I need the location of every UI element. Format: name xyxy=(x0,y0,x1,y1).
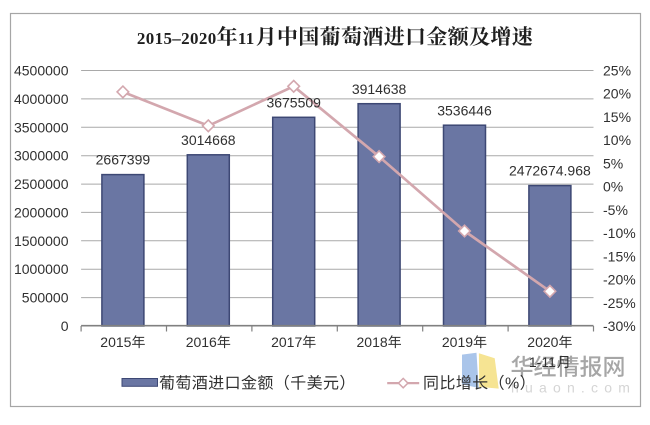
svg-text:3914638: 3914638 xyxy=(352,81,407,97)
svg-text:-25%: -25% xyxy=(603,295,636,311)
svg-text:2500000: 2500000 xyxy=(14,176,69,192)
svg-text:25%: 25% xyxy=(603,63,631,79)
svg-text:15%: 15% xyxy=(603,109,631,125)
svg-text:%: % xyxy=(505,376,520,393)
svg-text:1500000: 1500000 xyxy=(14,233,69,249)
svg-text:-30%: -30% xyxy=(603,318,636,334)
svg-text:3000000: 3000000 xyxy=(14,148,69,164)
svg-text:500000: 500000 xyxy=(22,290,69,306)
svg-text:4000000: 4000000 xyxy=(14,91,69,107)
svg-text:huaon.com: huaon.com xyxy=(511,380,636,396)
svg-text:-15%: -15% xyxy=(603,248,636,264)
svg-text:2015–2020: 2015–2020 xyxy=(137,29,217,48)
svg-text:2015: 2015 xyxy=(100,334,131,350)
svg-text:20%: 20% xyxy=(603,86,631,102)
svg-text:4500000: 4500000 xyxy=(14,63,69,79)
svg-text:2018: 2018 xyxy=(357,334,388,350)
svg-text:2016: 2016 xyxy=(186,334,217,350)
svg-text:10%: 10% xyxy=(603,132,631,148)
svg-text:-20%: -20% xyxy=(603,272,636,288)
svg-text:1000000: 1000000 xyxy=(14,261,69,277)
svg-text:3014668: 3014668 xyxy=(181,132,236,148)
svg-text:2019: 2019 xyxy=(442,334,473,350)
svg-text:2020: 2020 xyxy=(527,334,558,350)
svg-text:1-11: 1-11 xyxy=(529,354,556,370)
svg-text:-5%: -5% xyxy=(603,202,628,218)
svg-text:2667399: 2667399 xyxy=(96,152,151,168)
svg-text:2017: 2017 xyxy=(271,334,302,350)
svg-text:0%: 0% xyxy=(603,179,623,195)
svg-text:3500000: 3500000 xyxy=(14,119,69,135)
svg-text:-10%: -10% xyxy=(603,225,636,241)
svg-text:3536446: 3536446 xyxy=(437,102,492,118)
svg-text:11: 11 xyxy=(238,29,255,48)
svg-text:5%: 5% xyxy=(603,155,623,171)
svg-text:2000000: 2000000 xyxy=(14,204,69,220)
svg-text:3675509: 3675509 xyxy=(266,94,321,110)
svg-text:2472674.968: 2472674.968 xyxy=(509,163,591,179)
svg-text:0: 0 xyxy=(61,318,69,334)
